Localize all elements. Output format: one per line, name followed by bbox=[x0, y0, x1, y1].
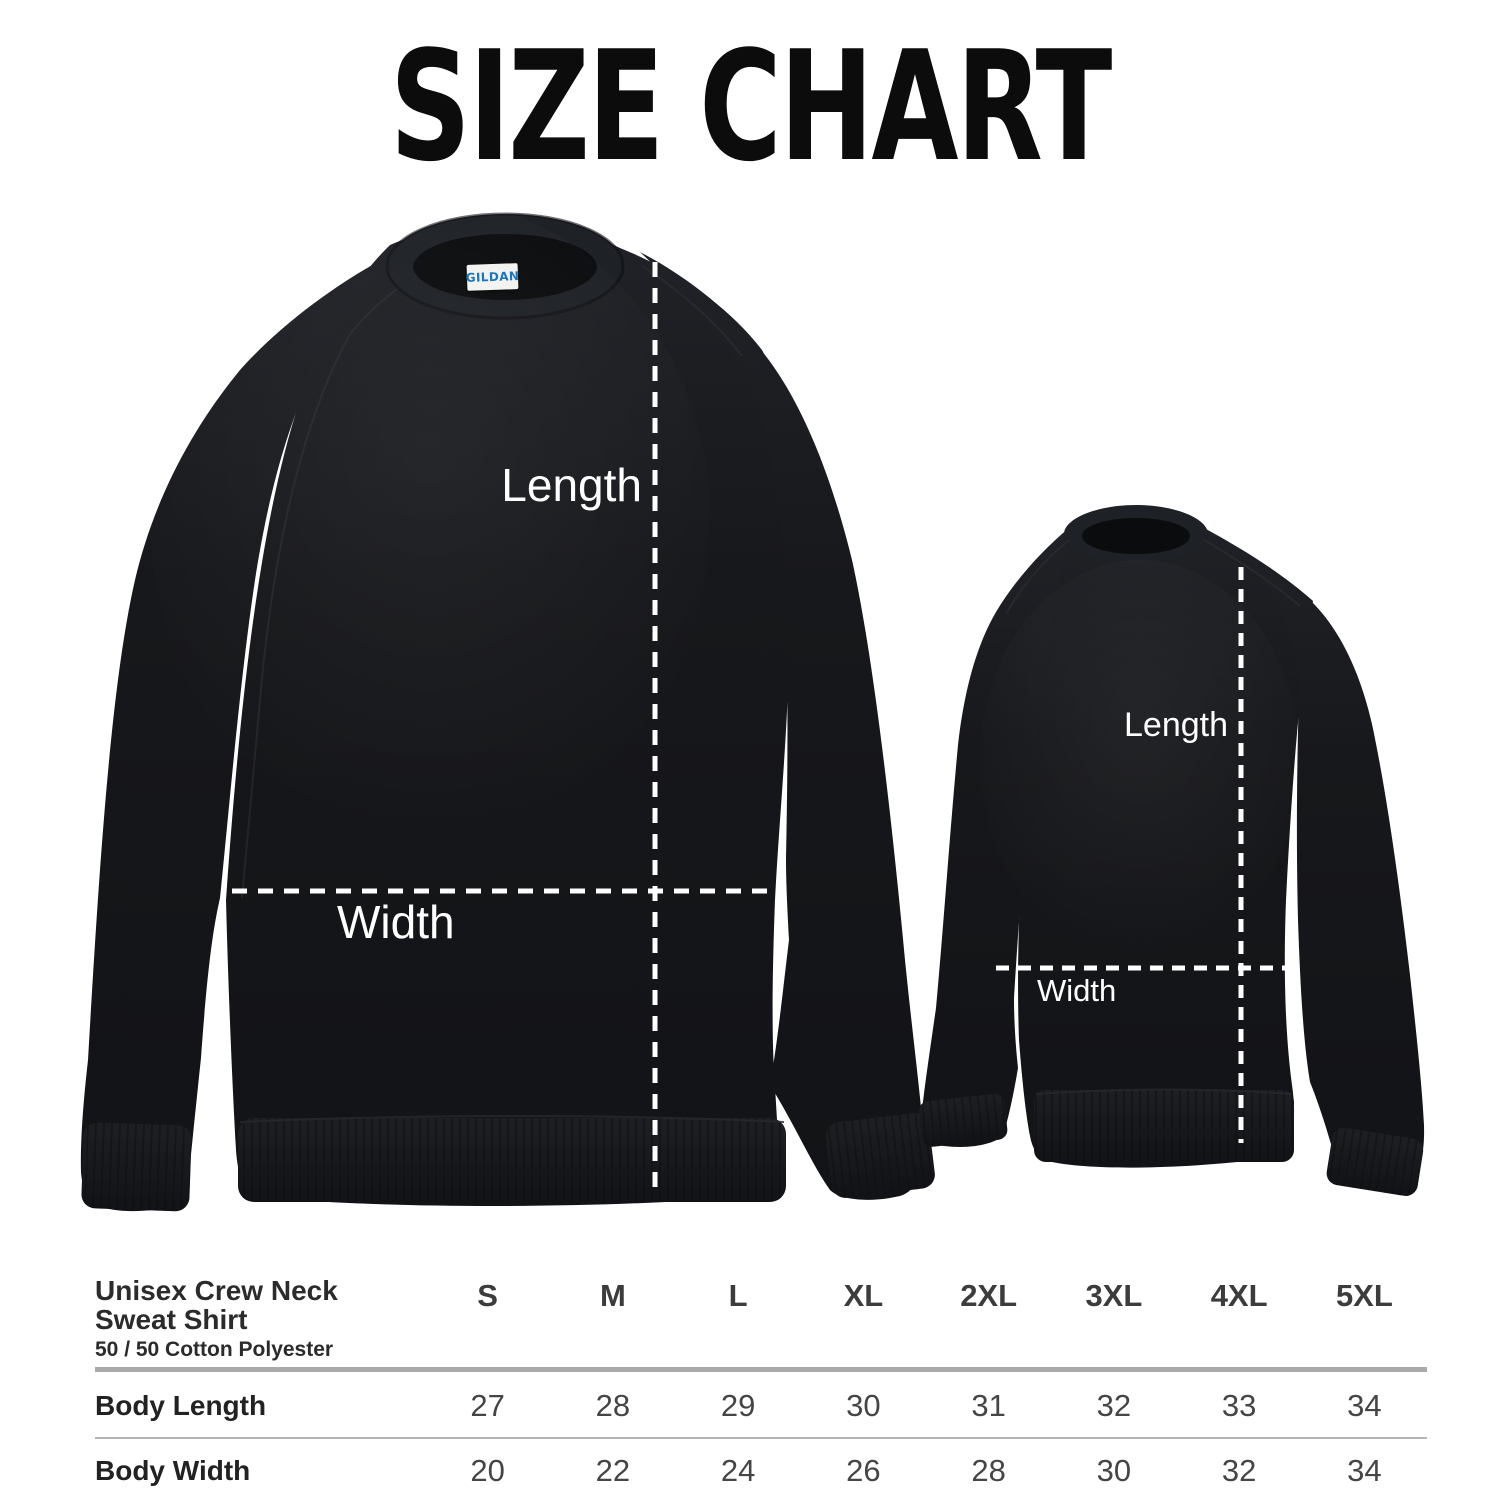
table-cell: 24 bbox=[720, 1452, 756, 1488]
table-cell: 20 bbox=[470, 1452, 505, 1488]
front-waistband-seam bbox=[239, 1115, 785, 1123]
size-col-header: M bbox=[599, 1278, 626, 1313]
table-cell: 32 bbox=[1221, 1452, 1257, 1488]
back-collar-band bbox=[1064, 505, 1208, 563]
neck-brand-label: GILDAN bbox=[465, 269, 520, 285]
front-sweatshirt-illustration bbox=[80, 200, 935, 1212]
back-shoulder-seams bbox=[1005, 539, 1301, 615]
product-info: Unisex Crew Neck Sweat Shirt 50 / 50 Cot… bbox=[95, 1276, 425, 1361]
table-cell: 28 bbox=[595, 1387, 631, 1423]
front-length-label: Length bbox=[501, 459, 642, 511]
table-cell: 32 bbox=[1096, 1387, 1132, 1423]
back-left-cuff-rib bbox=[918, 1094, 1008, 1147]
table-cell: 26 bbox=[846, 1452, 881, 1488]
table-row-body-length: Body Length 27 28 29 30 31 32 33 34 bbox=[95, 1372, 1427, 1437]
front-right-cuff-rib bbox=[825, 1112, 935, 1198]
table-cell: 27 bbox=[470, 1387, 505, 1423]
size-col-header: 5XL bbox=[1335, 1278, 1393, 1313]
front-highlight bbox=[150, 200, 710, 840]
back-highlight bbox=[980, 560, 1300, 960]
size-table: Unisex Crew Neck Sweat Shirt 50 / 50 Cot… bbox=[95, 1276, 1427, 1500]
size-col-header: 2XL bbox=[960, 1278, 1018, 1313]
front-waistband-rib bbox=[238, 1118, 786, 1202]
back-width-label: Width bbox=[1037, 973, 1117, 1008]
table-divider-thin bbox=[95, 1436, 1427, 1439]
size-col-header: L bbox=[728, 1278, 748, 1313]
front-right-sleeve-shape bbox=[640, 252, 924, 1200]
size-table-header-row: Unisex Crew Neck Sweat Shirt 50 / 50 Cot… bbox=[95, 1276, 1427, 1361]
table-divider-thick bbox=[95, 1366, 1427, 1372]
back-collar-opening bbox=[1082, 518, 1190, 554]
back-sweatshirt-illustration bbox=[918, 505, 1425, 1196]
table-cell: 30 bbox=[1096, 1452, 1132, 1488]
table-row-body-width: Body Width 20 22 24 26 28 30 32 34 bbox=[95, 1439, 1427, 1500]
table-cell: 30 bbox=[846, 1387, 881, 1423]
table-row-label: Body Width bbox=[95, 1454, 251, 1486]
back-right-sleeve-shape bbox=[1204, 528, 1425, 1187]
table-cell: 31 bbox=[971, 1387, 1006, 1423]
front-width-label: Width bbox=[337, 896, 455, 948]
table-cell: 29 bbox=[720, 1387, 756, 1423]
size-col-header: S bbox=[477, 1278, 498, 1313]
back-length-label: Length bbox=[1124, 706, 1228, 744]
front-left-sleeve-shape bbox=[80, 250, 401, 1212]
table-cell: 34 bbox=[1347, 1452, 1382, 1488]
table-row-label: Body Length bbox=[95, 1389, 267, 1421]
product-subtitle: 50 / 50 Cotton Polyester bbox=[95, 1337, 334, 1361]
table-cell: 34 bbox=[1347, 1387, 1382, 1423]
back-waistband-rib bbox=[1034, 1090, 1294, 1162]
sweatshirt-diagram bbox=[80, 200, 1425, 1212]
size-col-header: 3XL bbox=[1085, 1278, 1143, 1313]
back-waistband-seam bbox=[1035, 1088, 1293, 1095]
table-cell: 33 bbox=[1221, 1387, 1257, 1423]
back-right-cuff-rib bbox=[1326, 1127, 1424, 1196]
page-title: SIZE CHART bbox=[389, 18, 1112, 195]
product-name: Unisex Crew Neck Sweat Shirt bbox=[95, 1275, 338, 1336]
neck-brand-tag: GILDAN bbox=[465, 263, 520, 291]
table-cell: 22 bbox=[595, 1452, 631, 1488]
size-col-header: 4XL bbox=[1210, 1278, 1268, 1313]
front-left-cuff-rib bbox=[81, 1122, 192, 1212]
size-col-header: XL bbox=[843, 1278, 884, 1313]
table-cell: 28 bbox=[971, 1452, 1006, 1488]
